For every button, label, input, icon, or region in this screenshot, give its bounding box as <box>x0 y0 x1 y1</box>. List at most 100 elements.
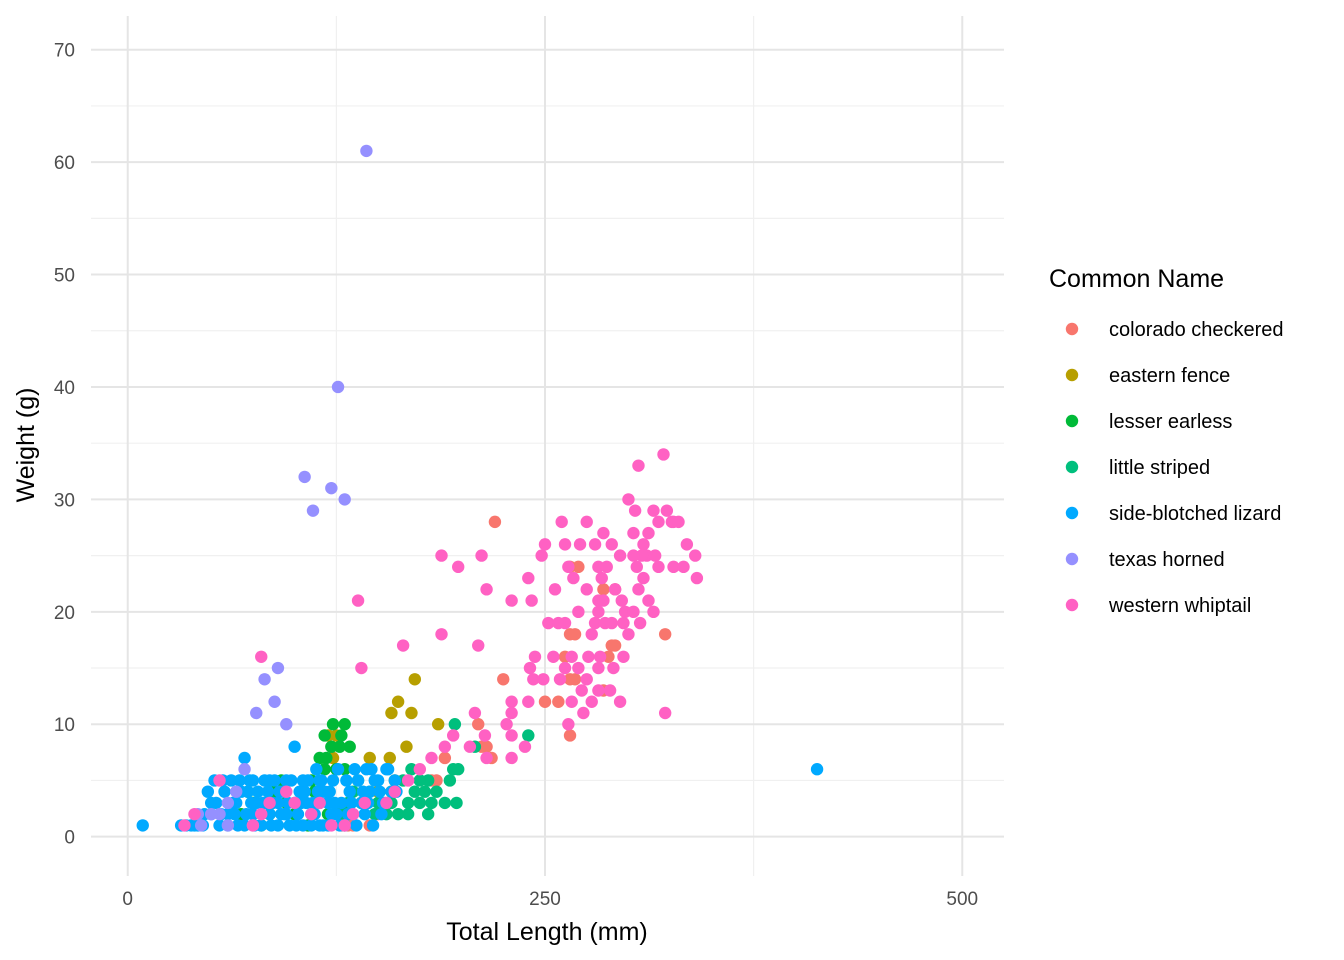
data-point <box>218 785 231 798</box>
data-point <box>527 673 540 686</box>
data-point <box>627 549 640 562</box>
data-point <box>265 819 278 832</box>
data-point <box>401 774 415 787</box>
legend-swatch <box>1065 414 1079 428</box>
legend-swatch <box>1065 598 1079 612</box>
data-point <box>553 673 567 686</box>
data-point <box>245 796 258 810</box>
series-western-whiptail <box>178 448 704 832</box>
data-point <box>523 661 537 675</box>
data-point <box>288 740 301 753</box>
data-point <box>365 763 378 776</box>
data-point <box>632 583 645 596</box>
legend-swatch <box>1065 460 1079 474</box>
data-point <box>563 729 577 742</box>
data-point <box>213 774 226 787</box>
data-point <box>603 684 617 697</box>
data-point <box>338 819 351 832</box>
data-point <box>588 538 602 551</box>
x-tick-label: 250 <box>529 889 561 910</box>
y-tick-label: 0 <box>64 828 75 849</box>
data-point <box>542 616 555 630</box>
data-point <box>642 594 655 607</box>
data-point <box>325 807 338 821</box>
data-point <box>580 583 593 596</box>
data-point <box>525 594 538 607</box>
data-point <box>588 616 602 630</box>
data-points <box>136 144 824 832</box>
data-point <box>672 515 685 529</box>
data-point <box>228 807 241 821</box>
data-point <box>597 594 610 607</box>
data-point <box>391 807 405 821</box>
data-point <box>240 807 253 821</box>
data-point <box>505 594 518 607</box>
data-point <box>340 774 353 787</box>
data-point <box>657 448 670 461</box>
data-point <box>348 763 361 776</box>
data-point <box>305 819 318 832</box>
data-point <box>435 628 448 641</box>
data-point <box>597 583 610 596</box>
data-point <box>658 706 672 720</box>
data-point <box>343 740 356 753</box>
data-point <box>522 571 535 585</box>
data-point <box>585 628 598 641</box>
data-point <box>360 144 373 158</box>
data-point <box>405 706 418 720</box>
legend-label: western whiptail <box>1108 595 1251 617</box>
data-point <box>368 774 381 787</box>
data-point <box>290 819 303 832</box>
data-point <box>475 549 488 562</box>
data-point <box>622 628 635 641</box>
data-point <box>522 729 535 742</box>
data-point <box>605 616 618 630</box>
data-point <box>268 695 281 708</box>
data-point <box>328 796 341 810</box>
data-point <box>255 650 268 663</box>
data-point <box>435 549 448 562</box>
data-point <box>535 549 548 562</box>
data-point <box>633 616 647 630</box>
data-point <box>565 650 578 663</box>
data-point <box>582 650 595 663</box>
data-point <box>401 796 415 810</box>
data-point <box>480 583 493 596</box>
data-point <box>335 729 348 742</box>
data-point <box>468 706 482 720</box>
data-point <box>613 549 627 562</box>
legend-items: colorado checkered eastern fence lesser ea… <box>1065 319 1284 617</box>
data-point <box>597 526 610 540</box>
y-tick-label: 10 <box>54 715 75 736</box>
data-point <box>810 763 824 776</box>
data-point <box>608 639 622 652</box>
data-point <box>652 515 665 529</box>
data-point <box>325 819 338 832</box>
data-point <box>558 616 572 630</box>
data-point <box>408 785 422 798</box>
data-point <box>355 661 368 675</box>
data-point <box>438 740 452 753</box>
data-point <box>572 605 585 619</box>
data-point <box>380 796 393 810</box>
legend-label: lesser earless <box>1109 411 1232 433</box>
data-point <box>323 785 336 798</box>
data-point <box>580 515 593 529</box>
data-point <box>480 751 493 765</box>
data-point <box>622 493 635 506</box>
data-point <box>558 538 572 551</box>
data-point <box>401 807 415 821</box>
data-point <box>562 718 575 731</box>
data-point <box>325 481 338 495</box>
data-point <box>278 807 291 821</box>
data-point <box>346 807 360 821</box>
data-point <box>296 774 310 787</box>
data-point <box>408 673 422 686</box>
data-point <box>567 571 580 585</box>
data-point <box>537 673 550 686</box>
data-point <box>231 819 245 832</box>
data-point <box>500 718 513 731</box>
data-point <box>194 819 208 832</box>
data-point <box>238 751 251 765</box>
data-point <box>331 763 345 776</box>
